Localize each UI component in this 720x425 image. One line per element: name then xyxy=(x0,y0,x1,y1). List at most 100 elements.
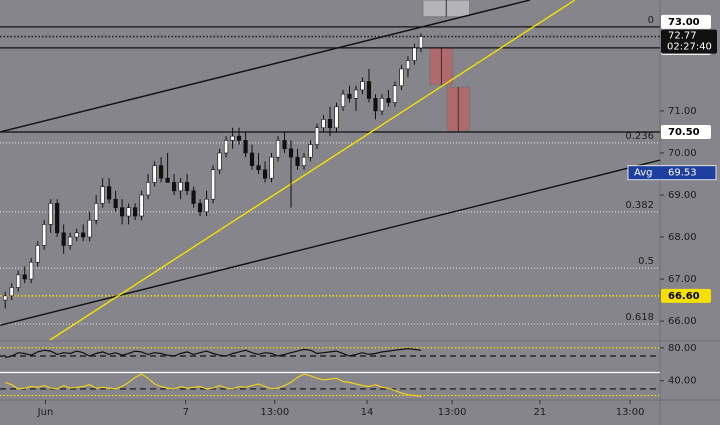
current-price-bg xyxy=(661,29,717,54)
candle-body xyxy=(29,261,34,280)
price-tag-bg xyxy=(661,14,711,29)
candle-body xyxy=(340,93,346,108)
candle-body xyxy=(262,169,268,179)
fib-label: 0.236 xyxy=(625,131,654,142)
candle-body xyxy=(165,177,170,183)
trend-line xyxy=(0,0,531,133)
candle-body xyxy=(236,135,242,141)
fib-label: 0.382 xyxy=(625,200,654,211)
y-tick-label: 67.00 xyxy=(668,274,697,285)
candle-body xyxy=(107,186,112,200)
candle-body xyxy=(35,245,40,263)
x-tick-label: 7 xyxy=(183,407,189,418)
osc-tick-label: 80.00 xyxy=(668,343,697,354)
candle-body xyxy=(295,156,300,166)
y-tick-label: 68.00 xyxy=(668,232,697,243)
candle-body xyxy=(327,119,333,129)
candle-body xyxy=(399,68,404,87)
candle-body xyxy=(379,98,385,112)
price-tag: 70.50 xyxy=(668,127,700,138)
candle-body xyxy=(16,274,21,288)
candle-body xyxy=(230,135,235,141)
candle-body xyxy=(191,190,196,204)
candle-body xyxy=(126,207,131,217)
candle-body xyxy=(87,219,92,238)
fib-label: 0.618 xyxy=(625,312,654,323)
candle-body xyxy=(334,106,339,129)
osc-tick-label: 40.00 xyxy=(668,376,697,387)
candle-body xyxy=(42,224,47,246)
candle-body xyxy=(120,207,125,217)
candle-body xyxy=(405,60,411,70)
candle-body xyxy=(243,140,248,154)
candle-body xyxy=(184,182,190,192)
countdown: 02:27:40 xyxy=(667,42,712,53)
candle-body xyxy=(94,203,99,221)
candle-body xyxy=(366,81,372,99)
candle-body xyxy=(152,165,157,183)
trend-line xyxy=(0,159,661,326)
candle-body xyxy=(412,47,417,61)
y-tick-label: 66.00 xyxy=(668,316,697,327)
candle-body xyxy=(256,165,261,171)
candle-body xyxy=(392,85,398,103)
candle-body xyxy=(308,144,313,158)
candle-body xyxy=(178,182,183,192)
y-tick-label: 69.00 xyxy=(668,190,697,201)
candle-body xyxy=(217,152,222,171)
avg-tag-label: 69.53 xyxy=(668,168,697,179)
candle-body xyxy=(133,207,138,217)
candle-body xyxy=(9,287,14,297)
candle-body xyxy=(81,232,86,238)
candle-body xyxy=(61,232,66,246)
candle-body xyxy=(282,140,287,150)
candle-body xyxy=(275,140,281,158)
y-tick-label: 70.00 xyxy=(668,148,697,159)
candle-body xyxy=(321,119,326,129)
trend-line xyxy=(49,0,576,341)
candle-body xyxy=(418,36,424,49)
candle-body xyxy=(159,165,164,179)
candle-body xyxy=(22,274,27,280)
candle-body xyxy=(171,182,177,192)
price-tag: 66.60 xyxy=(668,291,700,302)
candle-body xyxy=(353,89,359,99)
x-tick-label: 14 xyxy=(361,407,374,418)
candle-body xyxy=(48,203,53,225)
candle-body xyxy=(269,156,274,179)
candle-body xyxy=(204,198,209,213)
x-tick-label: 13:00 xyxy=(438,407,467,418)
candle-body xyxy=(223,140,229,154)
candle-body xyxy=(314,127,320,145)
candle-body xyxy=(301,156,307,166)
candle-body xyxy=(347,93,352,99)
candle-body xyxy=(139,194,144,217)
x-tick-label: 13:00 xyxy=(260,407,289,418)
y-tick-label: 71.00 xyxy=(668,106,697,117)
candle-body xyxy=(68,236,73,246)
candle-body xyxy=(55,203,60,234)
candle-body xyxy=(100,186,105,204)
candle-body xyxy=(249,152,255,166)
candle-body xyxy=(360,81,365,91)
fib-label: 0 xyxy=(648,15,654,26)
price-tag: 73.00 xyxy=(668,17,700,28)
avg-tag-bg xyxy=(627,165,717,181)
x-tick-label: 21 xyxy=(533,407,546,418)
osc-line xyxy=(4,373,421,397)
x-tick-label: Jun xyxy=(37,407,54,418)
avg-tag-name: Avg xyxy=(634,168,653,179)
price-tag-bg xyxy=(661,124,711,139)
x-tick-label: 13:00 xyxy=(616,407,645,418)
osc-line xyxy=(5,347,421,359)
candle-body xyxy=(74,232,79,238)
current-price: 72.77 xyxy=(668,31,697,42)
candle-body xyxy=(146,182,151,196)
candle-body xyxy=(210,169,216,200)
candle-body xyxy=(3,295,8,301)
candle-body xyxy=(386,98,391,103)
candle-body xyxy=(197,203,203,213)
fib-label: 0.5 xyxy=(638,256,654,267)
